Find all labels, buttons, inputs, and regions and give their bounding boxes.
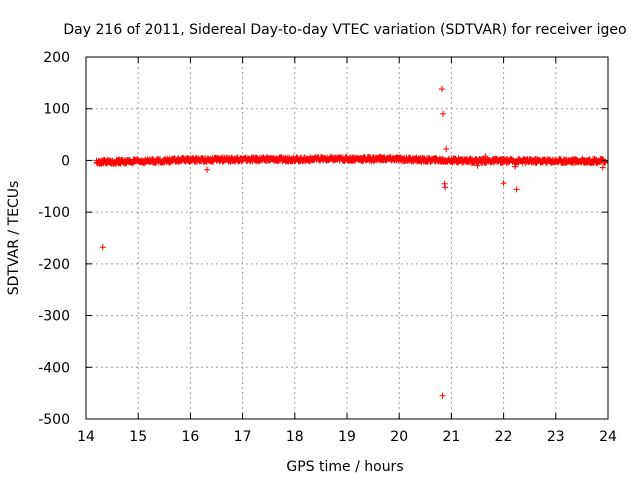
outlier-point bbox=[599, 164, 606, 171]
x-tick-label: 21 bbox=[442, 429, 460, 445]
data-points bbox=[93, 86, 609, 399]
x-tick-label: 17 bbox=[234, 429, 252, 445]
x-tick-label: 24 bbox=[599, 429, 617, 445]
outlier-point bbox=[439, 392, 446, 399]
y-tick-label: -300 bbox=[38, 309, 70, 325]
chart-title: Day 216 of 2011, Sidereal Day-to-day VTE… bbox=[63, 22, 626, 38]
x-tick-label: 23 bbox=[547, 429, 565, 445]
y-tick-label: 200 bbox=[43, 50, 70, 66]
y-tick-label: -100 bbox=[38, 205, 70, 221]
y-tick-label: -200 bbox=[38, 257, 70, 273]
x-tick-labels: 14 15 16 17 18 19 20 21 22 23 24 bbox=[77, 429, 617, 445]
outlier-point bbox=[441, 180, 448, 187]
outlier-point bbox=[204, 166, 211, 173]
x-tick-label: 15 bbox=[129, 429, 147, 445]
x-axis-label: GPS time / hours bbox=[286, 459, 403, 475]
y-tick-label: -500 bbox=[38, 412, 70, 428]
x-tick-label: 18 bbox=[286, 429, 304, 445]
outlier-point bbox=[512, 163, 519, 170]
x-tick-label: 19 bbox=[338, 429, 356, 445]
axis-ticks bbox=[85, 56, 609, 420]
x-tick-label: 20 bbox=[390, 429, 408, 445]
outlier-point bbox=[474, 162, 481, 169]
y-tick-label: -400 bbox=[38, 360, 70, 376]
y-tick-label: 0 bbox=[61, 153, 70, 169]
outlier-point bbox=[439, 86, 446, 93]
outlier-point bbox=[482, 153, 489, 160]
band-point bbox=[602, 158, 609, 165]
outlier-point bbox=[513, 186, 520, 193]
outlier-point bbox=[442, 184, 449, 191]
x-tick-label: 16 bbox=[181, 429, 199, 445]
outlier-point bbox=[500, 180, 507, 187]
y-tick-label: 100 bbox=[43, 102, 70, 118]
x-tick-label: 14 bbox=[77, 429, 95, 445]
y-axis-label: SDTVAR / TECUs bbox=[6, 181, 22, 296]
outlier-point bbox=[440, 110, 447, 117]
y-tick-labels: -500 -400 -300 -200 -100 0 100 200 bbox=[38, 50, 70, 428]
outlier-point bbox=[443, 146, 450, 153]
outlier-point bbox=[99, 244, 106, 251]
x-tick-label: 22 bbox=[495, 429, 513, 445]
